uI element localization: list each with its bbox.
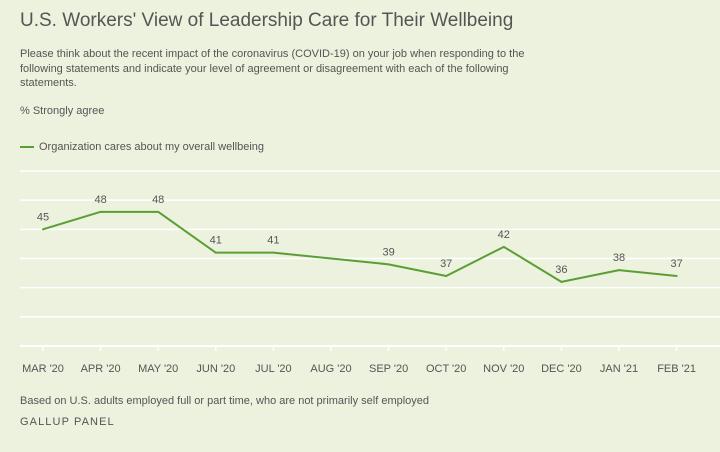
data-point [272, 251, 275, 254]
x-axis-ticks [42, 346, 678, 351]
x-tick-label: APR '20 [81, 363, 121, 375]
x-tick-label: JUL '20 [255, 363, 292, 375]
data-label: 48 [94, 194, 106, 206]
measure-label: % Strongly agree [20, 105, 105, 117]
source-label: GALLUP PANEL [20, 416, 115, 428]
data-label: 39 [382, 246, 394, 258]
x-tick-label: NOV '20 [483, 363, 524, 375]
x-tick-label: JUN '20 [196, 363, 235, 375]
x-tick-label: SEP '20 [369, 363, 408, 375]
legend-label: Organization cares about my overall well… [39, 141, 265, 153]
data-label: 36 [555, 264, 567, 276]
data-point [560, 280, 563, 283]
data-label: 38 [613, 252, 625, 264]
x-tick-label: MAR '20 [22, 363, 64, 375]
data-point [502, 245, 505, 248]
data-label: 37 [440, 258, 452, 270]
data-label: 41 [210, 235, 222, 247]
data-point [214, 251, 217, 254]
x-tick-label: DEC '20 [541, 363, 582, 375]
data-point [99, 210, 102, 213]
data-point [387, 263, 390, 266]
legend: Organization cares about my overall well… [20, 141, 264, 153]
data-points [42, 210, 678, 283]
x-tick-label: FEB '21 [657, 363, 696, 375]
line-chart: MAR '20 APR '20 MAY '20 JUN '20 JUL '20 AUG '… [20, 170, 720, 375]
footnote: Based on U.S. adults employed full or pa… [20, 395, 430, 407]
legend-swatch [20, 146, 34, 148]
data-label: 48 [152, 194, 164, 206]
gridlines [20, 170, 720, 347]
data-labels: 45 48 48 41 41 39 37 42 36 38 37 [37, 194, 683, 276]
x-tick-label: OCT '20 [426, 363, 466, 375]
data-label: 41 [267, 235, 279, 247]
x-tick-label: JAN '21 [600, 363, 638, 375]
data-label: 45 [37, 211, 49, 223]
data-point [445, 275, 448, 277]
series-line [42, 210, 677, 283]
data-point [157, 210, 160, 213]
data-point [618, 269, 620, 272]
x-axis-labels: MAR '20 APR '20 MAY '20 JUN '20 JUL '20 AUG '… [22, 363, 696, 375]
data-label: 37 [670, 258, 682, 270]
data-label: 42 [498, 229, 510, 241]
chart-subtitle: Please think about the recent impact of … [20, 48, 525, 89]
chart-title: U.S. Workers' View of Leadership Care fo… [20, 10, 514, 31]
x-tick-label: MAY '20 [138, 363, 178, 375]
x-tick-label: AUG '20 [310, 363, 351, 375]
data-point [675, 275, 678, 277]
data-point [42, 228, 44, 231]
